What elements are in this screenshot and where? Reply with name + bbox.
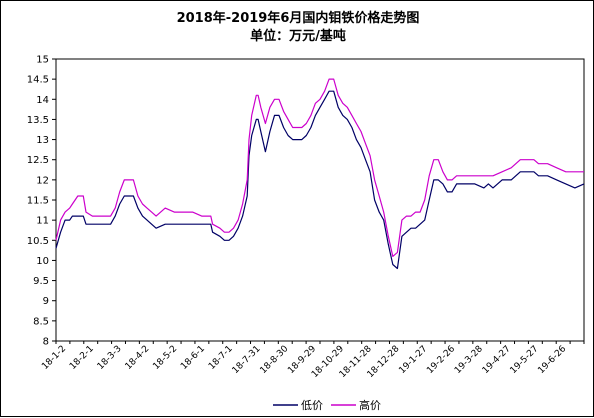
x-tick-label: 18-1-2 — [40, 344, 68, 372]
y-tick-label: 13.5 — [27, 115, 49, 126]
x-tick-label: 19-6-26 — [536, 344, 568, 376]
y-tick-label: 13 — [36, 135, 49, 146]
x-tick-label: 19-3-28 — [453, 344, 485, 376]
x-tick-label: 18-2-1 — [68, 344, 96, 372]
legend-label-high: 高价 — [359, 398, 381, 412]
legend-label-low: 低价 — [301, 399, 323, 412]
plot-area — [55, 58, 585, 342]
y-tick-label: 10.5 — [27, 236, 49, 247]
series-layer — [55, 78, 585, 270]
series-line-low — [55, 90, 585, 270]
chart-subtitle: 单位：万元/基吨 — [250, 28, 346, 44]
y-tick-label: 8.5 — [33, 316, 49, 327]
x-tick-label: 18-6-1 — [179, 344, 207, 372]
y-tick-label: 11 — [36, 216, 49, 227]
plot-border — [55, 58, 585, 342]
y-tick-label: 8 — [43, 337, 49, 348]
y-tick-label: 9 — [43, 296, 49, 307]
y-axis: 8 8.5 9 9.5 10 10.5 11 11.5 12 12.5 13 13.5 14 14.5 15 — [27, 55, 56, 348]
x-tick-label: 18-8-30 — [259, 344, 291, 376]
y-tick-label: 10 — [36, 256, 49, 267]
y-tick-label: 9.5 — [33, 276, 49, 287]
x-tick-label: 18-4-2 — [124, 344, 152, 372]
legend: 低价 高价 — [273, 398, 381, 412]
x-tick-label: 19-2-26 — [425, 344, 457, 376]
x-tick-label: 18-3-3 — [96, 344, 124, 372]
chart-title: 2018年-2019年6月国内钼铁价格走势图 — [177, 10, 420, 26]
y-tick-label: 11.5 — [27, 196, 49, 207]
y-tick-label: 14.5 — [27, 75, 49, 86]
y-tick-label: 12.5 — [27, 155, 49, 166]
series-line-high — [55, 78, 584, 257]
y-tick-label: 12 — [36, 175, 49, 186]
x-tick-label: 18-5-2 — [151, 344, 179, 372]
y-tick-label: 15 — [36, 55, 49, 66]
x-tick-label: 18-7-31 — [231, 344, 263, 376]
y-tick-label: 14 — [36, 95, 49, 106]
x-tick-label: 19-5-27 — [509, 344, 541, 376]
x-axis: 18-1-2 18-2-1 18-3-3 18-4-2 18-5-2 18-6-1 18-7… — [40, 341, 585, 380]
x-tick-label: 19-1-27 — [397, 344, 429, 376]
x-tick-label: 19-4-27 — [481, 344, 513, 376]
